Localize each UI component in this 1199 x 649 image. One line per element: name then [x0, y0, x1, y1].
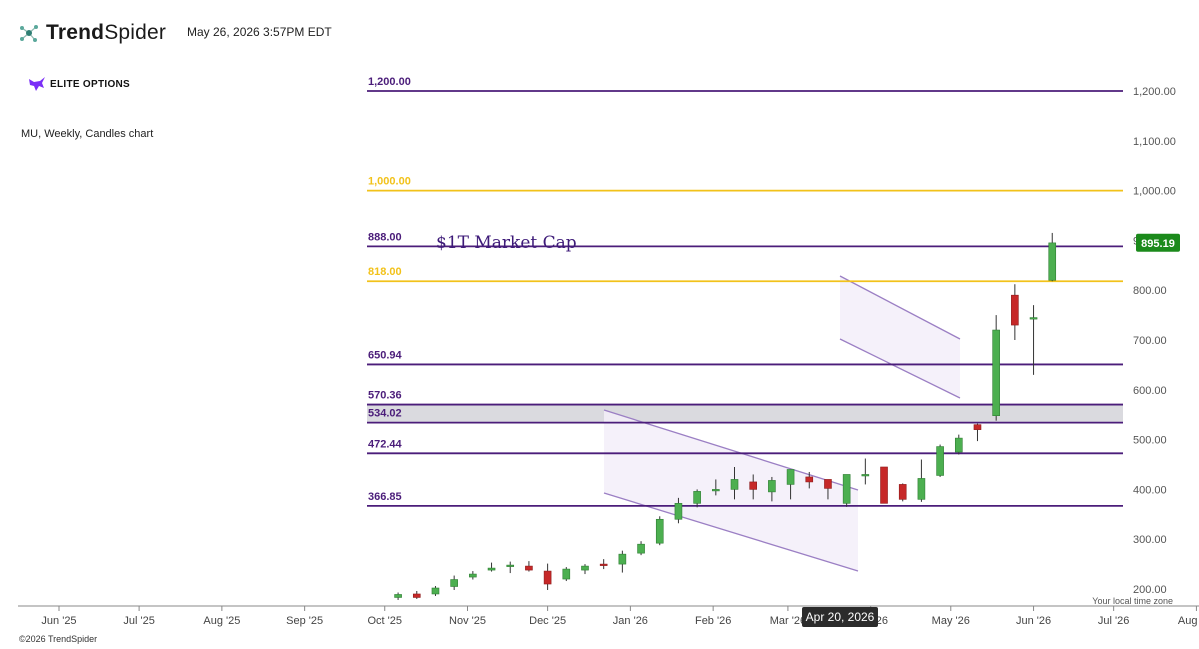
candle-body	[842, 474, 851, 504]
candle-body	[599, 563, 608, 566]
y-tick-label: 800.00	[1133, 285, 1167, 297]
candle-body	[805, 476, 814, 483]
current-price-label: 895.19	[1141, 238, 1175, 250]
candle-body	[730, 479, 739, 490]
x-tick-label: Mar '26	[770, 615, 806, 627]
trendspider-network-icon	[20, 25, 38, 42]
brand-bold: Trend	[46, 21, 105, 44]
candle-body	[394, 594, 402, 598]
channel-fill	[604, 410, 858, 571]
level-label: 366.85	[368, 491, 402, 503]
x-tick-label: Jun '26	[1016, 615, 1051, 627]
candle-body	[431, 587, 440, 595]
y-tick-label: 200.00	[1133, 584, 1167, 596]
level-label: 534.02	[368, 408, 402, 420]
level-label: 1,000.00	[368, 176, 411, 188]
level-label: 1,200.00	[368, 76, 411, 88]
x-tick-label: Sep '25	[286, 615, 323, 627]
candle-body	[487, 567, 496, 571]
candle-body	[525, 565, 533, 571]
x-tick-label: Dec '25	[529, 615, 566, 627]
candle-body	[824, 479, 832, 489]
level-label: 888.00	[368, 231, 402, 243]
candle-body	[543, 570, 552, 585]
candle-body	[954, 437, 963, 453]
x-tick-label: Aug '25	[203, 615, 240, 627]
x-tick-label: Jul '25	[123, 615, 154, 627]
candle-body	[917, 478, 926, 500]
y-tick-label: 400.00	[1133, 484, 1167, 496]
timezone-note: Your local time zone	[1092, 596, 1173, 606]
y-tick-label: 600.00	[1133, 385, 1167, 397]
channel-lower-line	[839, 275, 961, 340]
zone-band	[367, 404, 1123, 423]
x-tick-label: Jan '26	[613, 615, 648, 627]
candle-body	[992, 329, 1000, 416]
header: TrendSpider	[18, 18, 166, 48]
candle-body	[880, 466, 888, 504]
candle-body	[936, 446, 944, 476]
candle-body	[1048, 242, 1057, 281]
brand-rest: Spider	[104, 21, 167, 44]
watermark-text: ELITE OPTIONS	[50, 78, 131, 90]
level-label: 472.44	[368, 438, 403, 450]
candle-body	[581, 565, 589, 571]
candle-body	[712, 489, 720, 492]
timestamp: May 26, 2026 3:57PM EDT	[187, 25, 332, 39]
chart-subtitle: MU, Weekly, Candles chart	[21, 128, 154, 140]
x-tick-label: Aug '26	[1178, 615, 1199, 627]
level-label: 650.94	[368, 349, 403, 361]
candle-body	[1011, 294, 1019, 326]
candle-body	[693, 491, 701, 504]
candle-body	[618, 553, 627, 565]
crosshair-date-label: Apr 20, 2026	[806, 610, 875, 624]
y-tick-label: 500.00	[1133, 435, 1167, 447]
candle-body	[412, 593, 421, 598]
watermark: ELITE OPTIONS	[28, 76, 130, 92]
annotation-label: $1T Market Cap	[436, 233, 577, 253]
candle-body	[655, 518, 664, 544]
crosshair-date-box	[802, 607, 878, 627]
y-tick-label: 700.00	[1133, 335, 1167, 347]
elite-options-bull-icon	[29, 77, 45, 91]
candle-body	[973, 424, 982, 430]
candle-body	[749, 481, 758, 490]
candle-body	[786, 469, 795, 485]
x-tick-label: Jul '26	[1098, 615, 1129, 627]
candle-body	[506, 564, 515, 567]
current-price-badge	[1136, 233, 1180, 252]
channel-fill	[840, 276, 960, 398]
candle-body	[861, 474, 870, 477]
level-label: 818.00	[368, 266, 402, 278]
x-tick-label: Feb '26	[695, 615, 731, 627]
candle-body	[637, 543, 645, 554]
y-tick-label: 1,200.00	[1133, 86, 1176, 98]
x-tick-label: Oct '25	[367, 615, 402, 627]
candle-body	[450, 579, 458, 587]
copyright: ©2026 TrendSpider	[19, 634, 98, 644]
brand-name: TrendSpider	[46, 21, 166, 45]
y-tick-label: 300.00	[1133, 534, 1167, 546]
candle-body	[768, 480, 776, 493]
x-tick-label: Nov '25	[449, 615, 486, 627]
y-tick-label: 1,100.00	[1133, 136, 1176, 148]
candle-body	[674, 503, 683, 520]
y-tick-label: 1,000.00	[1133, 186, 1176, 198]
candle-body	[562, 568, 571, 580]
channel-upper-line	[839, 338, 961, 399]
candle-body	[1029, 317, 1038, 320]
x-tick-label: May '26	[932, 615, 970, 627]
level-label: 570.36	[368, 390, 402, 402]
candle-body	[898, 484, 907, 500]
candle-body	[469, 573, 477, 578]
x-tick-label: Jun '25	[41, 615, 76, 627]
